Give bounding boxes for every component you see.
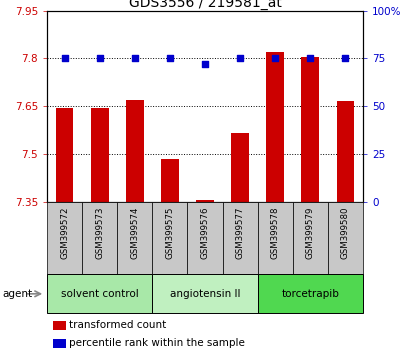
Point xyxy=(131,56,138,61)
Text: GSM399579: GSM399579 xyxy=(305,207,314,259)
Bar xyxy=(56,108,73,202)
Text: transformed count: transformed count xyxy=(69,320,166,330)
Bar xyxy=(117,202,152,274)
Text: GSM399577: GSM399577 xyxy=(235,207,244,259)
Bar xyxy=(196,200,213,202)
Text: percentile rank within the sample: percentile rank within the sample xyxy=(69,338,245,348)
Text: torcetrapib: torcetrapib xyxy=(281,289,338,299)
Point xyxy=(341,56,348,61)
Text: GSM399580: GSM399580 xyxy=(340,207,349,259)
Bar xyxy=(47,274,152,313)
Bar xyxy=(126,100,143,202)
Text: GSM399576: GSM399576 xyxy=(200,207,209,259)
Point xyxy=(61,56,68,61)
Text: GSM399573: GSM399573 xyxy=(95,207,104,259)
Point xyxy=(166,56,173,61)
Text: GSM399575: GSM399575 xyxy=(165,207,174,259)
Text: GSM399574: GSM399574 xyxy=(130,207,139,259)
Point xyxy=(96,56,103,61)
Text: agent: agent xyxy=(2,289,32,299)
Bar xyxy=(266,52,283,202)
Bar xyxy=(152,202,187,274)
Bar xyxy=(257,202,292,274)
Bar xyxy=(152,274,257,313)
Point xyxy=(271,56,278,61)
Bar xyxy=(161,159,178,202)
Bar xyxy=(327,202,362,274)
Bar xyxy=(222,202,257,274)
Bar xyxy=(82,202,117,274)
Bar xyxy=(292,202,327,274)
Text: GSM399572: GSM399572 xyxy=(60,207,69,259)
Bar xyxy=(53,339,66,348)
Bar xyxy=(257,274,362,313)
Bar xyxy=(301,57,318,202)
Bar xyxy=(231,133,248,202)
Bar xyxy=(336,102,353,202)
Title: GDS3556 / 219581_at: GDS3556 / 219581_at xyxy=(128,0,281,10)
Point xyxy=(201,61,208,67)
Bar xyxy=(187,202,222,274)
Text: solvent control: solvent control xyxy=(61,289,138,299)
Point xyxy=(306,56,313,61)
Text: angiotensin II: angiotensin II xyxy=(169,289,240,299)
Text: GSM399578: GSM399578 xyxy=(270,207,279,259)
Bar xyxy=(53,321,66,330)
Point xyxy=(236,56,243,61)
Bar xyxy=(91,108,108,202)
Bar xyxy=(47,202,82,274)
